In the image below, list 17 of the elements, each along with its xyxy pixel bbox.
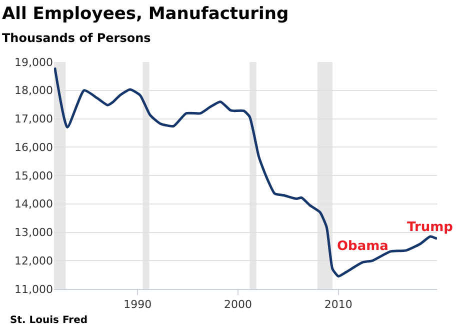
y-tick-label: 15,000 bbox=[14, 169, 53, 182]
annotation: Trump bbox=[407, 220, 453, 235]
y-tick-label: 19,000 bbox=[14, 56, 53, 69]
y-tick-label: 13,000 bbox=[14, 226, 53, 240]
annotation: Obama bbox=[337, 239, 388, 254]
x-tick-label: 2000 bbox=[224, 298, 252, 312]
y-tick-label: 12,000 bbox=[14, 254, 53, 268]
chart-title: All Employees, Manufacturing bbox=[2, 4, 289, 24]
x-tick-label: 1990 bbox=[124, 298, 152, 312]
y-tick-label: 11,000 bbox=[14, 282, 53, 296]
y-tick-label: 16,000 bbox=[14, 140, 53, 154]
y-tick-label: 17,000 bbox=[14, 112, 53, 126]
x-tick-label: 2010 bbox=[324, 298, 352, 312]
chart-subtitle: Thousands of Persons bbox=[2, 31, 151, 45]
y-tick-label: 18,000 bbox=[14, 84, 53, 98]
y-tick-label: 14,000 bbox=[14, 198, 53, 211]
text: St. Louis Fred bbox=[10, 315, 88, 326]
